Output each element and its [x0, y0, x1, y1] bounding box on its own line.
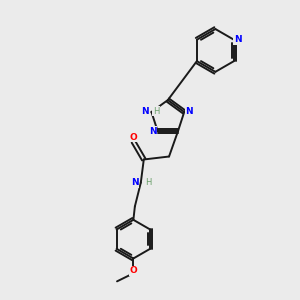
Text: H: H: [153, 106, 159, 116]
Text: N: N: [131, 178, 139, 187]
Text: H: H: [145, 178, 152, 187]
Text: N: N: [141, 106, 149, 116]
Text: N: N: [234, 35, 242, 44]
Text: O: O: [130, 266, 137, 275]
Text: O: O: [130, 133, 137, 142]
Text: N: N: [149, 127, 157, 136]
Text: N: N: [185, 107, 193, 116]
